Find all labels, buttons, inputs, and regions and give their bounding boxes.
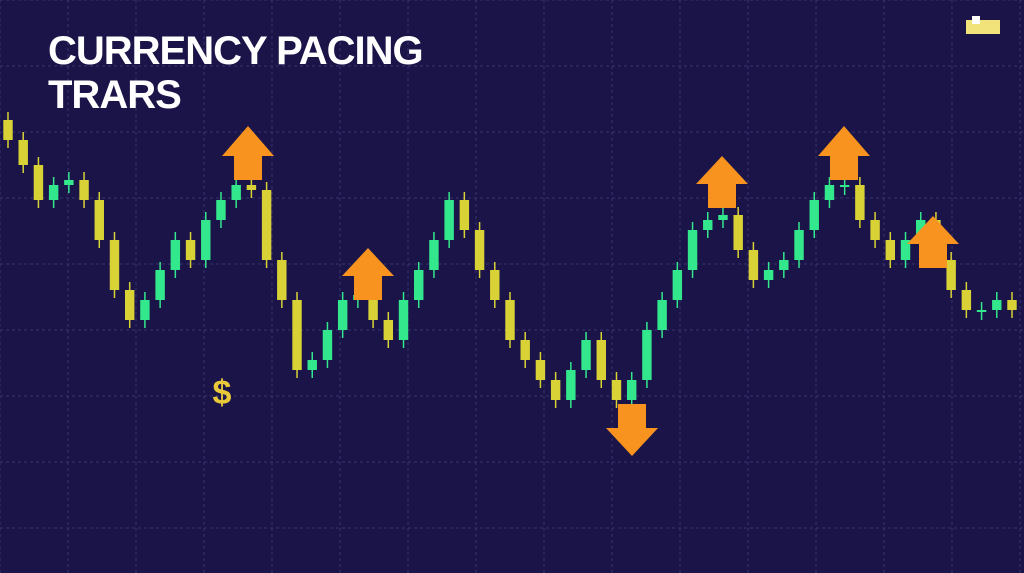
candle — [976, 310, 987, 312]
candle — [307, 360, 317, 370]
chart-title: TRARS — [48, 73, 181, 117]
candle — [292, 300, 302, 370]
candle — [1007, 300, 1017, 310]
up-arrow — [342, 248, 394, 300]
candle — [824, 185, 835, 200]
candle — [48, 185, 59, 200]
candle — [79, 180, 89, 200]
candle — [885, 240, 896, 260]
icon — [966, 20, 1000, 34]
candle — [672, 270, 683, 300]
candle — [900, 240, 911, 260]
candle — [64, 180, 74, 185]
candle — [657, 300, 667, 330]
candle — [550, 380, 561, 400]
candle — [383, 320, 394, 340]
icon — [972, 16, 980, 24]
candle — [261, 190, 272, 260]
candle — [185, 240, 196, 260]
candle — [231, 185, 241, 200]
candle — [611, 380, 622, 400]
candle — [124, 290, 135, 320]
candle — [414, 270, 424, 300]
candle — [535, 360, 546, 380]
candle — [961, 290, 972, 310]
candle — [94, 200, 104, 240]
corner-icon — [966, 16, 1000, 34]
candle — [170, 240, 181, 270]
candle — [201, 220, 211, 260]
candle — [490, 270, 500, 300]
candle — [642, 330, 652, 380]
candle — [337, 300, 348, 330]
candle — [596, 340, 606, 380]
candle — [946, 260, 956, 290]
up-arrow — [696, 156, 748, 208]
up-arrow — [907, 216, 959, 268]
candle — [444, 200, 454, 240]
candle — [626, 380, 637, 400]
up-arrow — [818, 126, 870, 180]
candle — [505, 300, 515, 340]
candle — [566, 370, 576, 400]
candle — [581, 340, 591, 370]
candle — [474, 230, 485, 270]
arrows — [222, 126, 959, 456]
candle — [703, 220, 713, 230]
candle — [520, 340, 530, 360]
candle — [216, 200, 226, 220]
candle — [779, 260, 789, 270]
candle — [809, 200, 819, 230]
candle — [429, 240, 439, 270]
candle — [18, 140, 28, 165]
candle — [763, 270, 774, 280]
candle — [368, 295, 378, 320]
candle — [109, 240, 120, 290]
candle — [870, 220, 880, 240]
candle — [3, 120, 13, 140]
candle — [322, 330, 333, 360]
candle — [33, 165, 44, 200]
candle — [155, 270, 165, 300]
candle — [398, 300, 409, 340]
candle — [794, 230, 804, 260]
candle — [718, 215, 728, 220]
candle — [992, 300, 1002, 310]
candle — [246, 185, 257, 190]
candle — [687, 230, 698, 270]
chart-title: CURRENCY PACING — [48, 29, 423, 73]
candle — [140, 300, 150, 320]
candle — [277, 260, 287, 300]
candle — [839, 185, 850, 187]
down-arrow — [606, 404, 658, 456]
candle — [748, 250, 759, 280]
candle — [733, 215, 743, 250]
candle — [855, 185, 865, 220]
candles — [3, 112, 1017, 408]
annotation: $ — [213, 374, 232, 412]
up-arrow — [222, 126, 274, 180]
candle — [459, 200, 470, 230]
